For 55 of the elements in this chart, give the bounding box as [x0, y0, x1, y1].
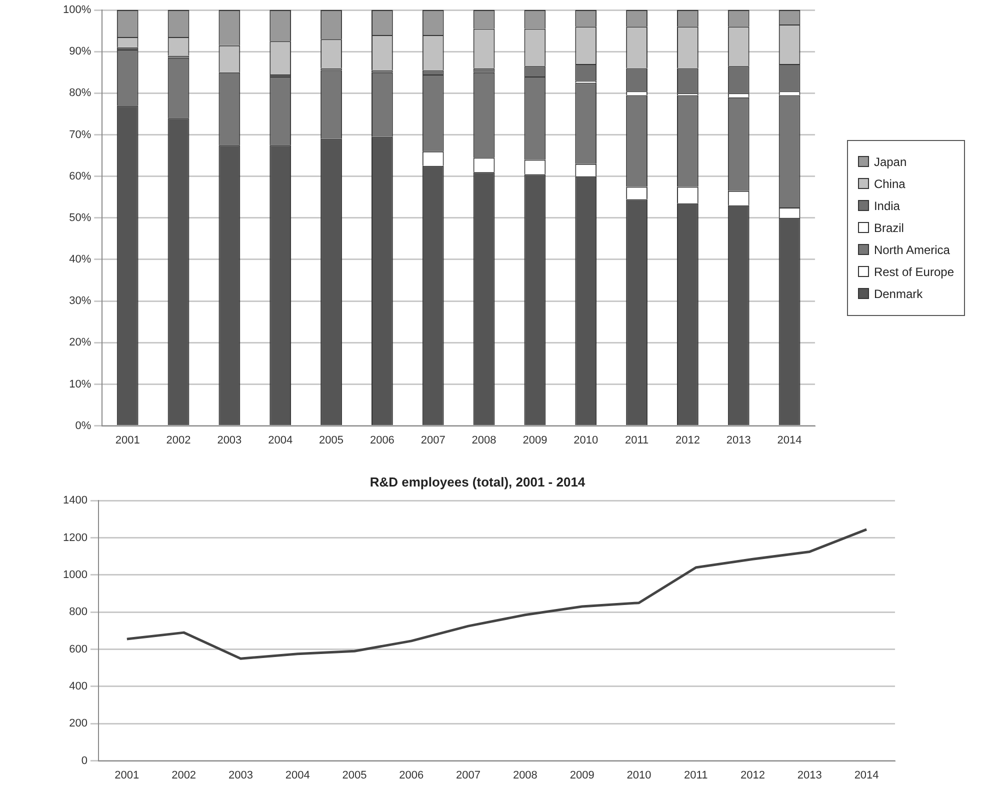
x-tick-label: 2005 — [319, 434, 344, 446]
x-tick-label: 2004 — [268, 434, 293, 446]
x-tick-label: 2013 — [726, 434, 751, 446]
y-tick-label: 100% — [62, 4, 92, 16]
chart-title: R&D employees (total), 2001 - 2014 — [370, 474, 586, 490]
y-tick-label: 60% — [69, 170, 92, 182]
y-tick-label: 80% — [69, 87, 92, 100]
x-tick-label: 2001 — [114, 769, 140, 782]
x-tick-label: 2005 — [342, 769, 367, 782]
legend-label: Japan — [874, 154, 907, 168]
x-tick-label: 2006 — [399, 769, 424, 782]
y-tick-label: 400 — [69, 680, 88, 692]
y-tick-label: 40% — [69, 254, 92, 266]
x-tick-label: 2006 — [370, 434, 394, 446]
y-tick-label: 0 — [81, 754, 88, 767]
x-tick-label: 2003 — [228, 769, 253, 782]
x-tick-label: 2013 — [797, 769, 822, 782]
y-tick-label: 1200 — [62, 532, 88, 544]
legend-label: North America — [874, 242, 950, 256]
x-tick-label: 2010 — [574, 434, 598, 446]
x-tick-label: 2002 — [166, 434, 191, 446]
x-tick-label: 2009 — [522, 434, 548, 446]
x-tick-label: 2011 — [624, 434, 649, 446]
y-tick-label: 1400 — [62, 494, 88, 507]
x-tick-label: 2008 — [512, 769, 538, 782]
x-tick-label: 2010 — [626, 769, 652, 782]
text: Rest of Europe — [874, 264, 954, 278]
x-tick-label: 2003 — [217, 434, 242, 446]
x-tick-label: 2012 — [740, 769, 766, 782]
y-tick-label: 50% — [69, 212, 92, 224]
y-tick-label: 600 — [69, 643, 88, 656]
text: Brazil — [874, 220, 904, 234]
x-tick-label: 2014 — [777, 434, 802, 446]
x-tick-label: 2012 — [675, 434, 700, 446]
y-tick-label: 10% — [69, 378, 92, 390]
y-tick-label: 0% — [75, 420, 92, 432]
x-tick-label: 2008 — [472, 434, 496, 446]
legend-label: India — [874, 198, 900, 212]
x-tick-label: 2004 — [285, 769, 310, 782]
legend-label: Denmark — [874, 286, 923, 300]
y-tick-label: 200 — [69, 718, 88, 730]
y-tick-label: 30% — [69, 295, 92, 308]
y-tick-label: 90% — [69, 46, 92, 58]
x-tick-label: 2007 — [456, 769, 481, 782]
y-tick-label: 70% — [69, 128, 92, 141]
x-tick-label: 2002 — [172, 769, 196, 782]
x-tick-label: 2007 — [420, 434, 446, 446]
y-tick-label: 20% — [69, 336, 92, 349]
x-tick-label: 2014 — [854, 769, 879, 782]
x-tick-label: 2001 — [115, 434, 140, 446]
y-tick-label: 800 — [69, 606, 88, 618]
x-tick-label: 2011 — [684, 769, 708, 782]
x-tick-label: 2009 — [570, 769, 594, 782]
legend-label: China — [874, 176, 906, 190]
y-tick-label: 1000 — [62, 568, 88, 581]
